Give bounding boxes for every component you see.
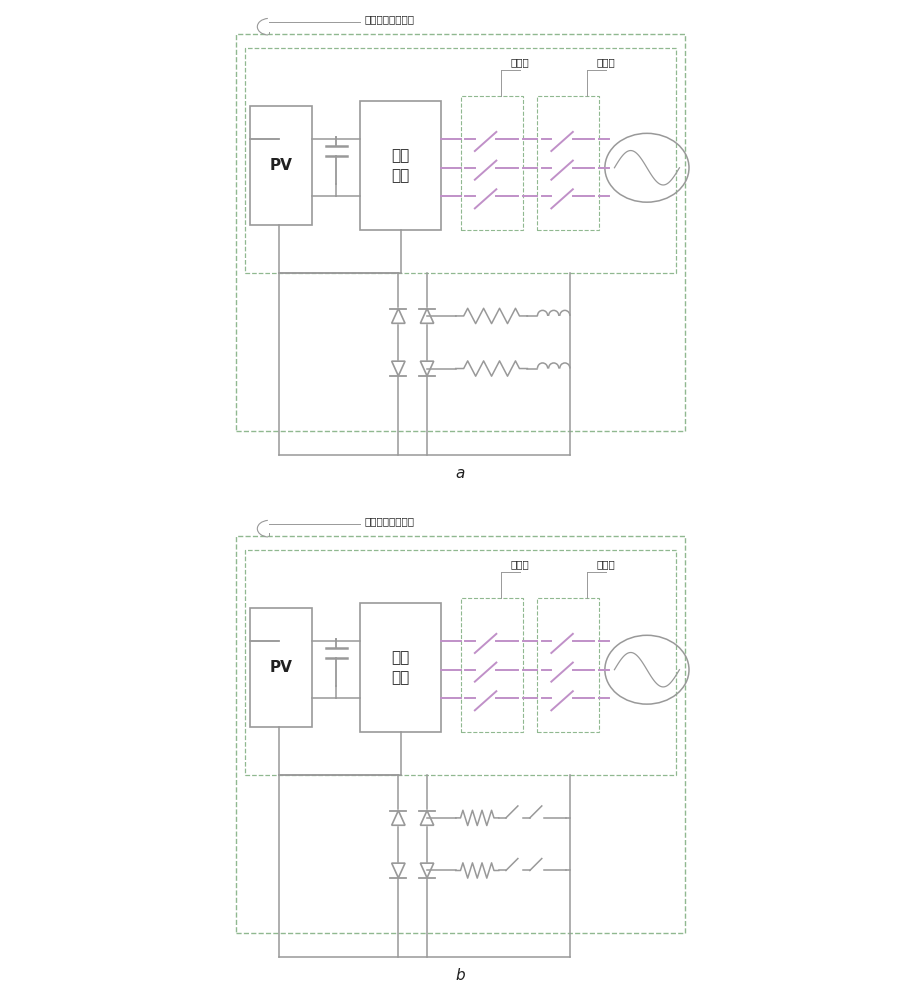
Bar	[360, 101, 441, 230]
Text: 第一组: 第一组	[511, 559, 530, 569]
Bar	[236, 536, 685, 933]
Text: 典型的逆变器系统: 典型的逆变器系统	[365, 15, 414, 25]
Bar	[537, 598, 600, 732]
Text: 典型的逆变器系统: 典型的逆变器系统	[365, 517, 414, 527]
Bar	[245, 550, 676, 775]
Text: 第一组: 第一组	[511, 57, 530, 67]
Text: PV: PV	[270, 660, 293, 675]
Bar	[251, 106, 312, 225]
Text: 逆变
单元: 逆变 单元	[391, 650, 410, 685]
Bar	[360, 603, 441, 732]
Text: a: a	[456, 466, 465, 481]
Text: 第二组: 第二组	[597, 57, 615, 67]
Bar	[460, 598, 522, 732]
Text: 逆变
单元: 逆变 单元	[391, 148, 410, 183]
Text: PV: PV	[270, 158, 293, 173]
Text: 第二组: 第二组	[597, 559, 615, 569]
Text: b: b	[456, 968, 465, 983]
Bar	[460, 96, 522, 230]
Bar	[537, 96, 600, 230]
Bar	[245, 48, 676, 273]
Bar	[236, 34, 685, 431]
Bar	[251, 608, 312, 727]
